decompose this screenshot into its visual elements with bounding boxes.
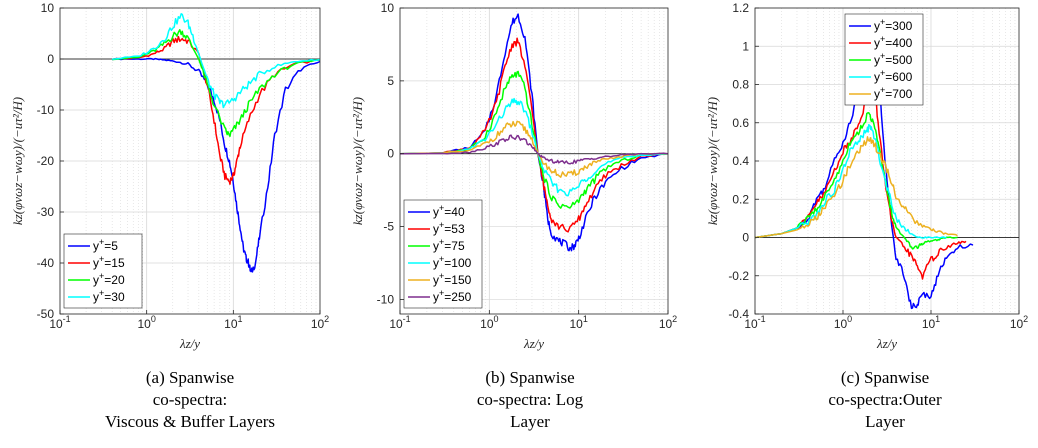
x-tick-label: 100 [834,314,852,331]
series-line-a-1 [112,35,321,185]
y-axis-label: kz(φvωz−wωy)/(−uτ²/H) [705,97,720,225]
series-line-c-3 [754,123,947,239]
legend-label: y+=53 [433,220,465,236]
y-tick-label: -0.4 [728,307,749,321]
y-tick-label: 0 [47,52,54,66]
series-line-c-4 [754,136,958,239]
caption-a-line-1: (a) Spanwise [145,368,235,387]
x-tick-label: 10-1 [744,314,765,331]
legend-label: y+=75 [433,237,465,253]
x-tick-label: 101 [224,314,242,331]
x-tick-label: 100 [137,314,155,331]
legend-box [403,199,483,309]
x-tick-label: 102 [1010,314,1028,331]
x-tick-label: 102 [311,314,329,331]
x-tick-label: 10-1 [389,314,410,331]
y-tick-label: 1.2 [732,1,749,15]
caption-a-line-3: Viscous & Buffer Layers [104,412,276,431]
legend-label: y+=20 [93,271,125,287]
series-line-a-3 [112,13,321,109]
chart-b: 10-1 100 101 102 -10 -5 0 5 10 λz/y kz(φvωz−wωy)/(… [350,1,677,351]
x-tick-label: 101 [922,314,940,331]
x-tick-label: 101 [569,314,587,331]
x-tick-label: 10-1 [49,314,70,331]
y-tick-label: 0 [742,231,749,245]
legend-label: y+=300 [874,17,913,33]
x-tick-label: 100 [480,314,498,331]
y-tick-label: 0.2 [732,192,749,206]
legend-label: y+=30 [93,288,125,304]
chart-c: 10-1 100 101 102 -0.4 -0.2 0 0.2 0.4 0.6 0.8 1 1.2 λz… [705,1,1028,351]
series-line-b-5 [400,134,669,165]
y-tick-label: 0.6 [732,116,749,130]
legend-label: y+=40 [433,203,465,219]
y-tick-label: -20 [37,154,55,168]
y-tick-label: 10 [41,1,55,15]
caption-a-line-2: co-spectra: [152,390,228,409]
axes-box [399,7,669,315]
y-tick-label: -0.2 [728,269,749,283]
legend-label: y+=150 [433,271,472,287]
x-axis-label: λz/y [523,336,544,351]
x-tick-label: 102 [659,314,677,331]
x-axis-label: λz/y [876,336,897,351]
y-tick-label: 1 [742,39,749,53]
x-axis-label: λz/y [179,336,200,351]
caption-c-line-3: Layer [865,412,905,431]
caption-c-line-2: co-spectra:Outer [828,390,942,409]
y-axis-label: kz(φvωz−wωy)/(−uτ²/H) [10,97,25,225]
y-tick-label: -10 [377,292,395,306]
caption-a: (a) Spanwise co-spectra: Viscous & Buffe… [60,367,320,433]
y-tick-label: 5 [387,74,394,88]
series-line-b-1 [399,37,669,233]
caption-c: (c) Spanwise co-spectra:Outer Layer [755,367,1015,433]
legend-label: y+=700 [874,85,913,101]
y-tick-label: 10 [381,1,395,15]
legend-label: y+=100 [433,254,472,270]
y-tick-label: 0.4 [732,154,749,168]
y-tick-label: -10 [37,103,55,117]
caption-b-line-1: (b) Spanwise [485,368,575,387]
series-line-c-2 [754,112,958,250]
y-tick-label: 0.8 [732,78,749,92]
y-tick-label: -30 [37,205,55,219]
series-line-a-0 [112,57,321,273]
legend-label: y+=400 [874,34,913,50]
legend-label: y+=600 [874,68,913,84]
legend: y+=5y+=15y+=20y+=30 [63,233,143,309]
caption-c-line-1: (c) Spanwise [840,368,930,387]
series-line-b-3 [399,97,669,197]
legend-label: y+=5 [93,237,118,253]
series-line-b-2 [399,70,669,209]
caption-b-line-3: Layer [510,412,550,431]
series-line-b-0 [399,13,669,252]
legend-label: y+=15 [93,254,125,270]
y-tick-label: -5 [383,220,394,234]
caption-b: (b) Spanwise co-spectra: Log Layer [400,367,660,433]
y-tick-label: 0 [387,147,394,161]
chart-a: 10-1 100 101 102 -50 -40 -30 -20 -10 0 10 λz/y kz(φv… [10,1,329,351]
legend-label: y+=500 [874,51,913,67]
caption-b-line-2: co-spectra: Log [476,390,584,409]
y-tick-label: -40 [37,256,55,270]
y-tick-label: -50 [37,307,55,321]
y-axis-label: kz(φvωz−wωy)/(−uτ²/H) [350,97,365,225]
legend-label: y+=250 [433,288,472,304]
